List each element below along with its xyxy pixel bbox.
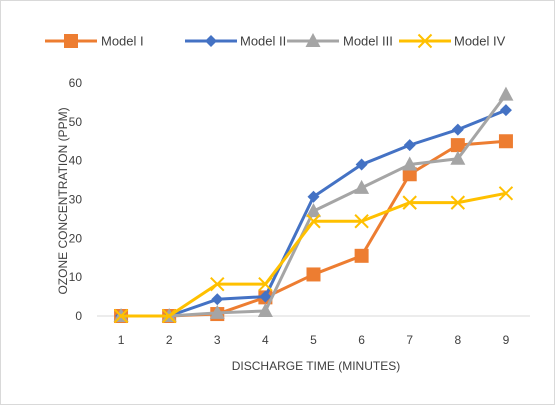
y-tick-label: 50 [69, 115, 83, 129]
x-tick-label: 4 [262, 333, 269, 347]
series-model-iv [113, 186, 514, 324]
data-point [402, 156, 418, 171]
legend-swatch-marker-stroke-b [417, 33, 433, 49]
data-point [210, 276, 225, 292]
data-point [499, 104, 512, 117]
x-tick-label: 5 [310, 333, 317, 347]
legend-label: Model IV [454, 34, 506, 49]
legend-swatch-marker [417, 33, 433, 49]
data-point [306, 214, 321, 229]
plot-area [113, 86, 514, 324]
data-point [209, 304, 225, 319]
legend: Model I Model II Model III Model IV [45, 33, 506, 49]
data-point-stroke-b [354, 214, 369, 229]
data-point-stroke-b [450, 195, 466, 210]
y-tick-label: 40 [69, 154, 83, 168]
data-point [354, 248, 369, 263]
data-point [451, 123, 464, 136]
y-axis-title: OZONE CONCENTRATION (PPM) [56, 107, 70, 294]
data-point [306, 203, 321, 218]
x-tick-label: 7 [406, 333, 413, 347]
legend-swatch-marker [305, 33, 321, 47]
data-point [450, 138, 465, 153]
data-point [498, 86, 514, 101]
data-point-stroke-b [161, 308, 177, 324]
x-tick-label: 8 [454, 333, 461, 347]
data-point [354, 179, 370, 194]
legend-entry: Model II [185, 34, 286, 49]
legend-entry: Model I [45, 34, 144, 49]
x-axis-title: DISCHARGE TIME (MINUTES) [232, 359, 400, 373]
data-point-stroke-b [306, 214, 321, 229]
data-point [161, 308, 177, 324]
data-point [306, 267, 321, 282]
y-tick-label: 10 [69, 270, 83, 284]
y-tick-label: 0 [75, 309, 82, 323]
x-tick-label: 1 [118, 333, 125, 347]
data-point-stroke-b [113, 308, 129, 324]
data-point [403, 139, 416, 152]
x-tick-label: 3 [214, 333, 221, 347]
data-point [402, 167, 417, 182]
y-tick-label: 20 [69, 231, 83, 245]
data-point [259, 290, 272, 303]
data-point-stroke-b [210, 276, 225, 292]
data-point [354, 214, 369, 229]
legend-label: Model III [343, 34, 393, 49]
data-point [113, 308, 129, 324]
legend-label: Model II [240, 34, 286, 49]
data-point [307, 190, 320, 203]
data-point [498, 186, 514, 201]
data-point [211, 293, 224, 306]
legend-label: Model I [101, 34, 144, 49]
data-point [402, 195, 417, 210]
legend-entry: Model IV [399, 34, 506, 49]
legend-entry: Model III [287, 33, 393, 49]
data-point-stroke-b [498, 186, 514, 201]
data-point-stroke-b [258, 276, 273, 292]
x-tick-label: 9 [503, 333, 510, 347]
x-tick-label: 2 [166, 333, 173, 347]
data-point [450, 195, 466, 210]
data-point [258, 276, 273, 292]
data-point [355, 158, 368, 171]
axes: 0 10 20 30 40 50 60 1 2 3 4 5 6 7 8 9 [69, 76, 530, 347]
data-point [498, 134, 513, 149]
legend-swatch-marker [205, 35, 217, 47]
y-tick-label: 60 [69, 76, 83, 90]
data-point [257, 302, 273, 317]
x-tick-label: 6 [358, 333, 365, 347]
data-point-stroke-b [402, 195, 417, 210]
data-point [450, 150, 466, 165]
y-tick-label: 30 [69, 193, 83, 207]
legend-swatch-marker [64, 34, 78, 48]
